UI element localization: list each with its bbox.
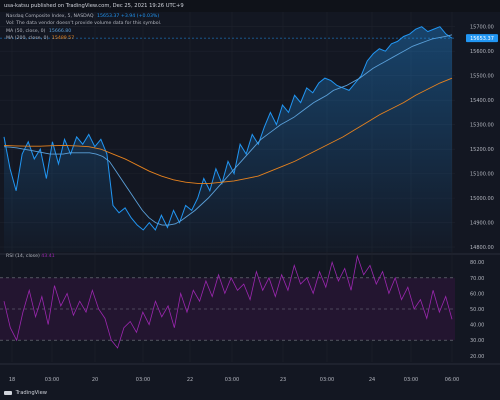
rsi-line[interactable] <box>3 254 453 349</box>
ma200-value: 15489.57 <box>51 35 75 41</box>
y-tick-label: 15000.00 <box>470 196 494 202</box>
chart-legend: Nasdaq Composite Index, 5, NASDAQ 15653.… <box>6 13 161 42</box>
y-tick-label: 15100.00 <box>470 172 494 178</box>
ma200-line[interactable] <box>3 77 453 184</box>
legend-ma200-row[interactable]: MA (200, close, 0) 15489.57 <box>6 35 161 42</box>
footer-brand: TradingView <box>15 390 47 396</box>
y-tick-label: 15400.00 <box>470 98 494 104</box>
x-tick-label: 03:00 <box>45 377 59 383</box>
rsi-tick-label: 30.00 <box>470 338 484 344</box>
last-price-label: 15653.37 <box>470 36 494 42</box>
rsi-tick-label: 80.00 <box>470 260 484 266</box>
x-tick-label: 03:00 <box>320 377 334 383</box>
x-tick-label: 20 <box>92 377 98 383</box>
y-tick-label: 15700.00 <box>470 25 494 31</box>
symbol-value: 15653.37 +3.94 (+0.03%) <box>97 14 160 19</box>
ma50-value: 15666.80 <box>48 28 72 34</box>
ma50-line[interactable] <box>3 34 453 226</box>
x-tick-label: 03:00 <box>225 377 239 383</box>
x-tick-label: 03:00 <box>404 377 418 383</box>
rsi-value: 43.41 <box>41 254 55 259</box>
y-tick-label: 14900.00 <box>470 221 494 227</box>
footer: TradingView <box>0 386 500 400</box>
rsi-tick-label: 70.00 <box>470 276 484 282</box>
x-tick-label: 18 <box>9 377 15 383</box>
rsi-tick-label: 40.00 <box>470 323 484 329</box>
rsi-legend[interactable]: RSI (14, close) 43.41 <box>6 254 55 259</box>
legend-symbol-row[interactable]: Nasdaq Composite Index, 5, NASDAQ 15653.… <box>6 13 161 20</box>
legend-ma50-row[interactable]: MA (50, close, 0) 15666.80 <box>6 28 161 35</box>
last-price-badge <box>466 34 498 43</box>
rsi-tick-label: 50.00 <box>470 307 484 313</box>
y-tick-label: 15600.00 <box>470 49 494 55</box>
x-tick-label: 06:00 <box>445 377 459 383</box>
y-tick-label: 14800.00 <box>470 245 494 251</box>
rsi-tick-label: 60.00 <box>470 291 484 297</box>
rsi-label: RSI (14, close) <box>6 254 40 259</box>
vol-note: Vol: The data vendor doesn't provide vol… <box>6 21 162 27</box>
tradingview-logo-icon <box>4 390 12 395</box>
y-tick-label: 15300.00 <box>470 123 494 129</box>
price-line[interactable] <box>3 26 453 231</box>
price-area-fill <box>4 26 452 253</box>
y-tick-label: 15500.00 <box>470 74 494 80</box>
rsi-tick-label: 20.00 <box>470 354 484 360</box>
symbol-label: Nasdaq Composite Index, 5, NASDAQ <box>6 14 94 19</box>
y-tick-label: 15200.00 <box>470 147 494 153</box>
legend-vol-row: Vol: The data vendor doesn't provide vol… <box>6 20 161 27</box>
x-tick-label: 03:00 <box>136 377 150 383</box>
x-tick-label: 22 <box>187 377 193 383</box>
ma50-label: MA (50, close, 0) <box>6 28 46 34</box>
ma200-label: MA (200, close, 0) <box>6 35 49 41</box>
publisher-header: usa-katsu published on TradingView.com, … <box>0 0 500 12</box>
x-tick-label: 24 <box>369 377 375 383</box>
x-tick-label: 23 <box>280 377 286 383</box>
publisher-text: usa-katsu published on TradingView.com, … <box>4 3 184 9</box>
